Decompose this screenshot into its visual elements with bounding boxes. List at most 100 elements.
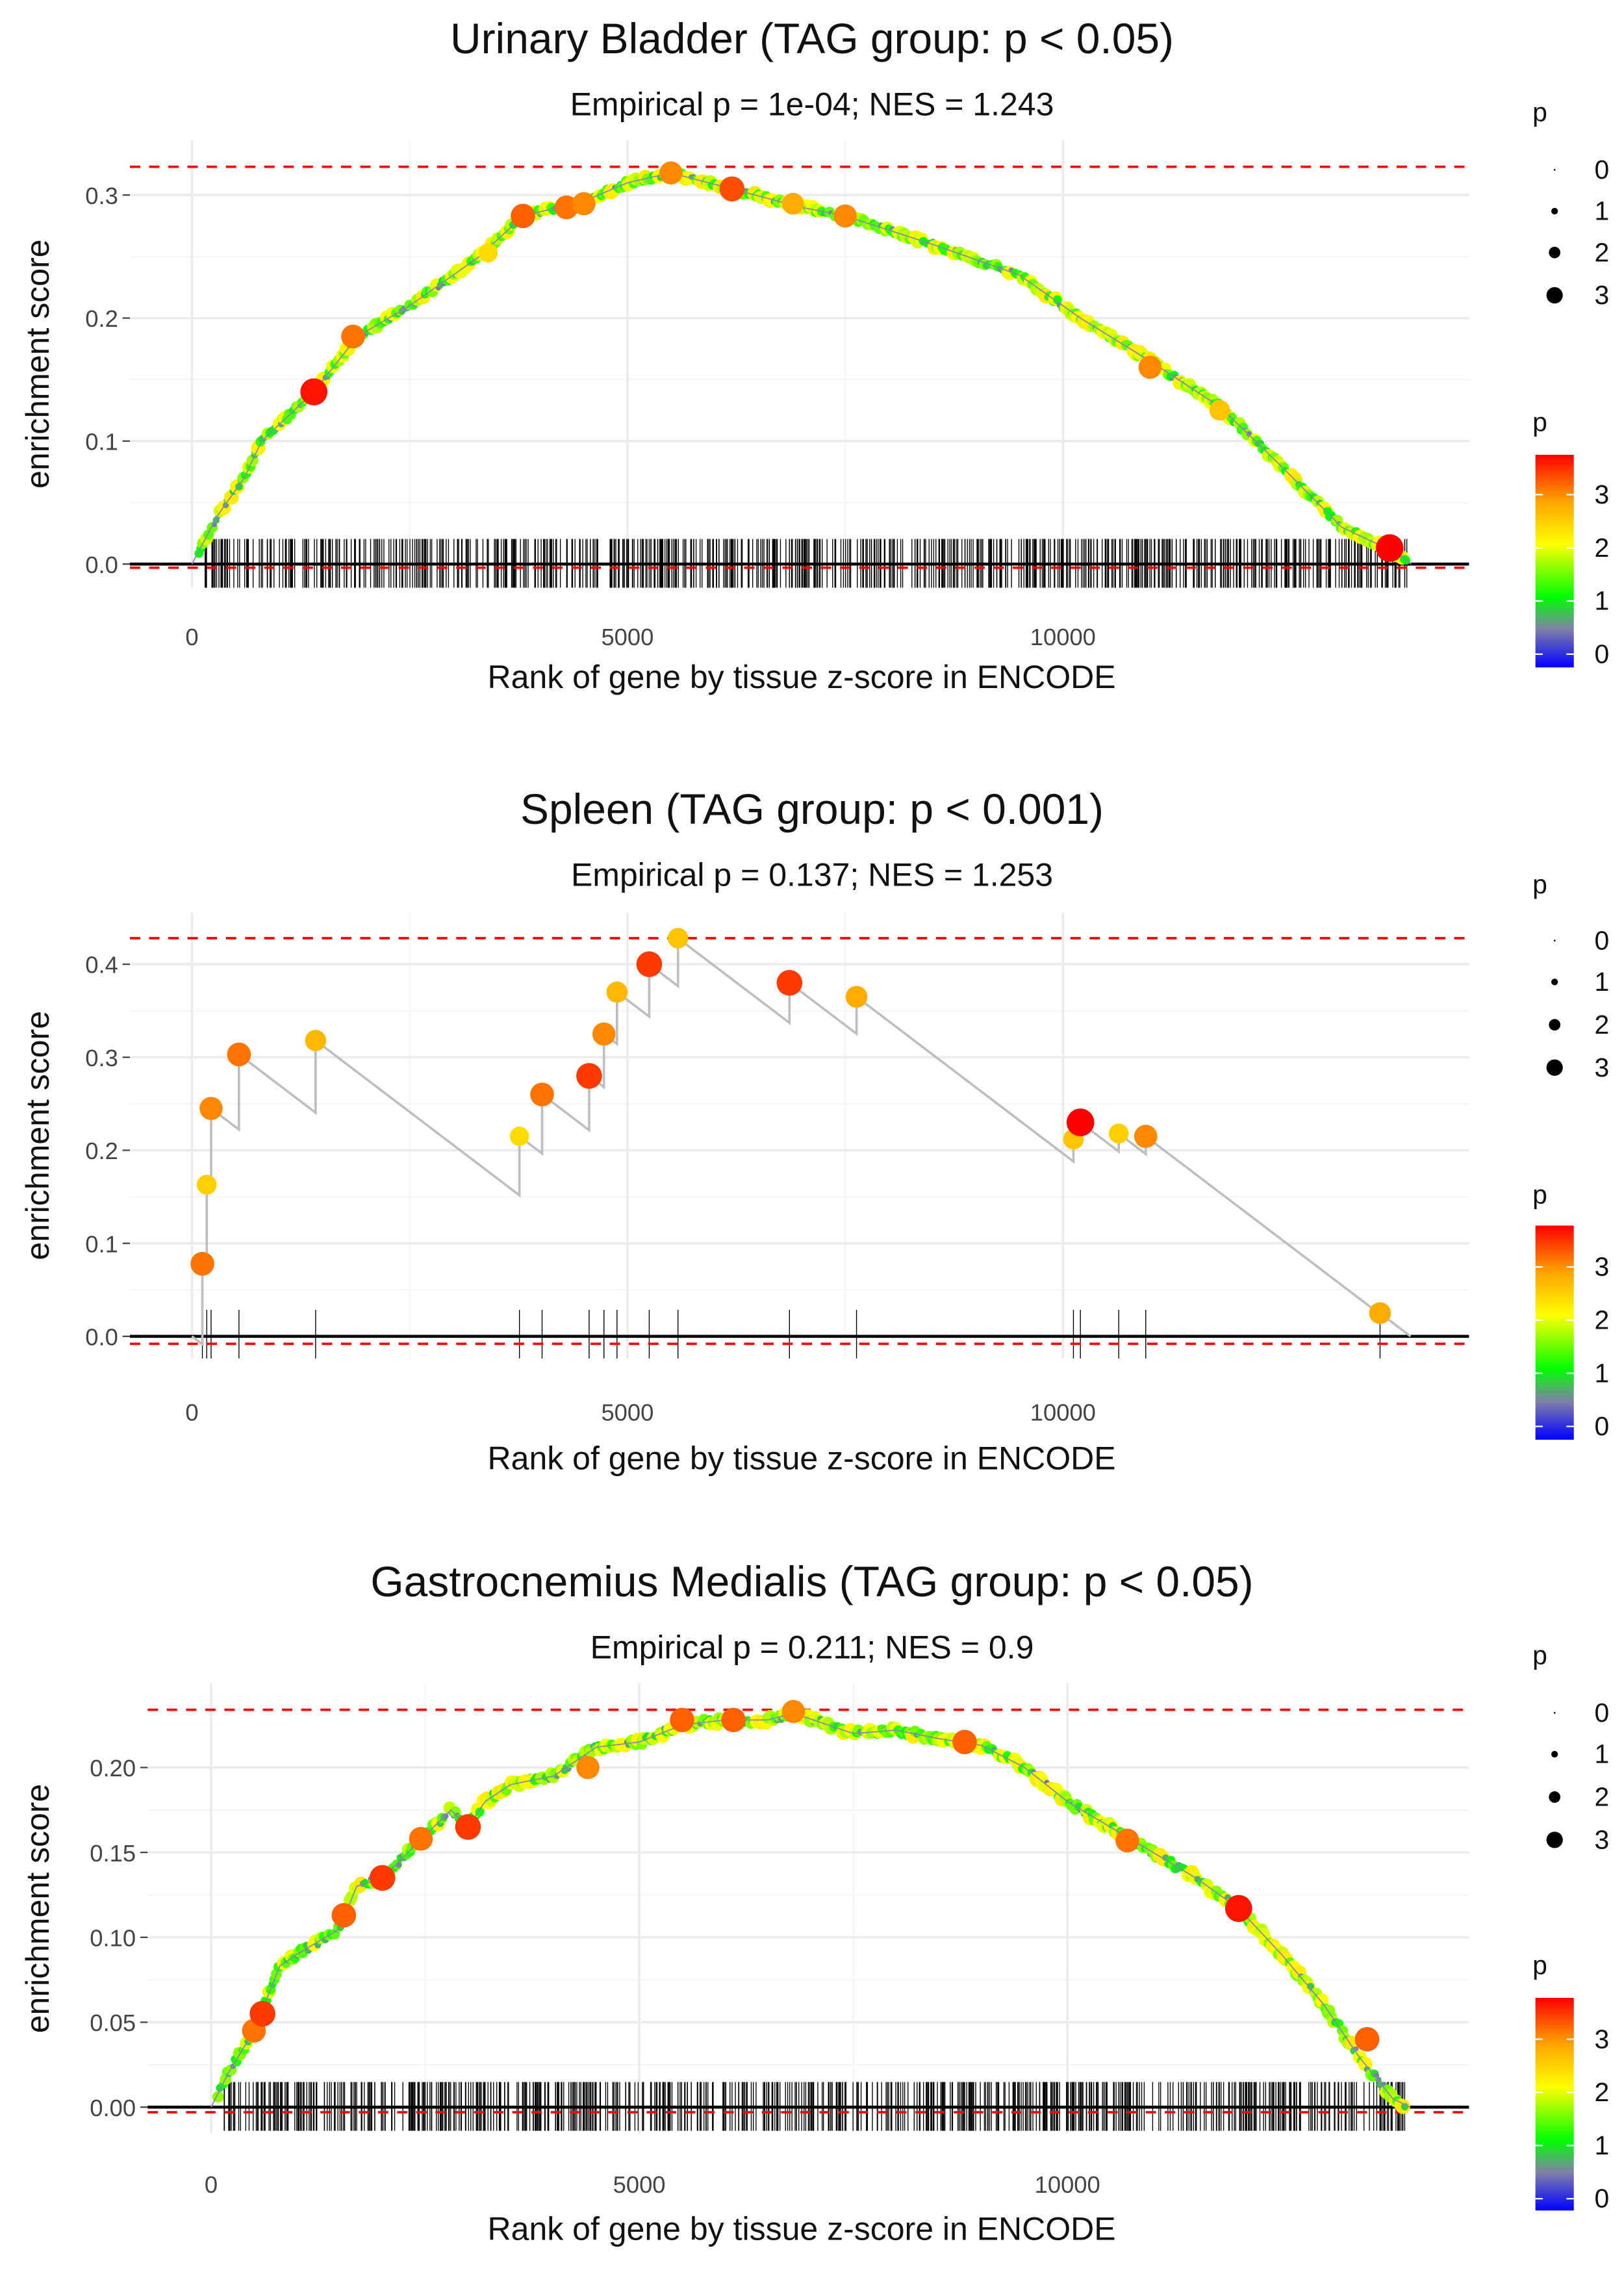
es-point-significant xyxy=(369,1865,396,1891)
y-tick-label: 0.0 xyxy=(85,1323,118,1350)
size-legend-label: 0 xyxy=(1595,925,1610,955)
es-point xyxy=(443,1813,449,1819)
es-point-significant xyxy=(659,161,683,185)
size-legend: p 0 1 2 3 xyxy=(1532,869,1609,1082)
es-point xyxy=(190,1251,214,1276)
size-legend-label: 1 xyxy=(1595,196,1610,226)
y-tick-label: 0.0 xyxy=(85,552,118,578)
es-point xyxy=(305,1030,327,1051)
color-legend-label: 1 xyxy=(1595,586,1610,616)
es-point xyxy=(227,1042,251,1067)
size-legend-label: 2 xyxy=(1595,1782,1610,1812)
size-legend-dot xyxy=(1546,1059,1563,1076)
size-legend-label: 3 xyxy=(1595,280,1610,310)
color-bar xyxy=(1535,1998,1574,2211)
size-legend-dot xyxy=(1549,1019,1561,1031)
es-point-significant xyxy=(721,1707,746,1733)
y-tick-label: 0.20 xyxy=(90,1755,136,1782)
size-legend-dot xyxy=(1549,246,1561,259)
es-curve xyxy=(191,172,1412,565)
es-point xyxy=(606,981,628,1003)
x-tick-label: 10000 xyxy=(1030,624,1096,650)
es-point xyxy=(509,1127,529,1146)
color-bar xyxy=(1535,455,1574,668)
size-legend-label: 0 xyxy=(1595,155,1610,185)
size-legend-title: p xyxy=(1532,869,1547,899)
x-tick-label: 0 xyxy=(185,624,198,650)
color-legend-label: 3 xyxy=(1595,479,1610,509)
panel-1: Urinary Bladder (TAG group: p < 0.05) Emp… xyxy=(19,14,1609,695)
x-tick-label: 5000 xyxy=(613,2171,666,2198)
size-legend-dot xyxy=(1549,1791,1561,1803)
color-legend-label: 3 xyxy=(1595,2024,1610,2054)
size-legend-dot xyxy=(1551,978,1558,986)
size-legend-label: 0 xyxy=(1595,1698,1610,1728)
y-tick-label: 0.05 xyxy=(90,2010,136,2036)
color-legend-label: 0 xyxy=(1595,2184,1610,2214)
y-tick-label: 0.15 xyxy=(90,1840,136,1867)
y-tick-label: 0.3 xyxy=(85,183,118,209)
y-tick-label: 0.2 xyxy=(85,1138,118,1164)
es-point-significant xyxy=(1209,400,1230,421)
x-tick-label: 0 xyxy=(185,1399,198,1425)
es-point-significant xyxy=(1354,2026,1380,2052)
es-point xyxy=(1052,295,1062,305)
x-tick-label: 10000 xyxy=(1035,2171,1100,2198)
size-legend: p 0 1 2 3 xyxy=(1532,1640,1609,1854)
size-legend-dot xyxy=(1551,1750,1558,1758)
es-point xyxy=(776,969,803,996)
es-point-significant xyxy=(1115,1828,1139,1853)
es-point-significant xyxy=(249,2000,275,2027)
chart-subtitle: Empirical p = 0.137; NES = 1.253 xyxy=(571,857,1053,893)
es-point xyxy=(667,928,689,949)
x-axis-label: Rank of gene by tissue z-score in ENCODE xyxy=(488,2211,1116,2247)
y-tick-label: 0.10 xyxy=(90,1924,136,1951)
es-point-significant xyxy=(952,1730,977,1755)
es-point-significant xyxy=(409,1826,433,1851)
es-point xyxy=(199,1097,223,1120)
size-legend-title: p xyxy=(1532,1640,1547,1670)
y-tick-label: 0.1 xyxy=(85,429,118,455)
x-axis-label: Rank of gene by tissue z-score in ENCODE xyxy=(488,659,1116,695)
es-point xyxy=(475,1807,485,1817)
x-tick-label: 5000 xyxy=(601,624,653,650)
color-legend: p 3 2 1 0 xyxy=(1532,407,1609,669)
es-point-significant xyxy=(1225,1895,1252,1923)
color-legend-label: 3 xyxy=(1595,1252,1610,1282)
chart-title: Urinary Bladder (TAG group: p < 0.05) xyxy=(450,14,1174,62)
y-tick-label: 0.3 xyxy=(85,1045,118,1071)
es-point xyxy=(576,1063,602,1089)
size-legend-dot xyxy=(1553,939,1556,942)
y-tick-label: 0.2 xyxy=(85,305,118,332)
color-legend-label: 0 xyxy=(1595,1411,1610,1441)
y-tick-label: 0.00 xyxy=(90,2095,136,2121)
panel-3: Gastrocnemius Medialis (TAG group: p < 0… xyxy=(19,1557,1609,2247)
size-legend-dot xyxy=(1553,1712,1556,1714)
y-axis-label: enrichment score xyxy=(19,239,56,488)
y-axis-label: enrichment score xyxy=(19,1784,56,2034)
es-point xyxy=(530,1082,554,1106)
es-point-significant xyxy=(1138,355,1162,379)
es-point-significant xyxy=(781,1700,806,1724)
es-point xyxy=(1108,1123,1129,1143)
es-point-significant xyxy=(331,1903,357,1928)
es-point xyxy=(1066,1108,1095,1136)
color-legend-title: p xyxy=(1532,1950,1547,1980)
es-point-significant xyxy=(300,378,328,405)
color-legend: p 3 2 1 0 xyxy=(1532,1950,1609,2214)
es-point xyxy=(1401,2102,1409,2111)
x-axis-label: Rank of gene by tissue z-score in ENCODE xyxy=(488,1440,1116,1476)
y-tick-label: 0.4 xyxy=(85,952,118,978)
y-tick-label: 0.1 xyxy=(85,1231,118,1257)
panel-2: Spleen (TAG group: p < 0.001) Empirical p… xyxy=(19,785,1609,1476)
color-legend: p 3 2 1 0 xyxy=(1532,1179,1609,1441)
es-point xyxy=(1134,1125,1158,1148)
size-legend-label: 2 xyxy=(1595,1010,1610,1040)
size-legend-label: 1 xyxy=(1595,967,1610,997)
es-point-significant xyxy=(572,192,596,216)
chart-title: Gastrocnemius Medialis (TAG group: p < 0… xyxy=(370,1557,1253,1605)
es-point-significant xyxy=(1375,534,1404,562)
color-legend-label: 2 xyxy=(1595,533,1610,563)
es-point xyxy=(196,1175,217,1195)
es-point-significant xyxy=(511,203,535,229)
